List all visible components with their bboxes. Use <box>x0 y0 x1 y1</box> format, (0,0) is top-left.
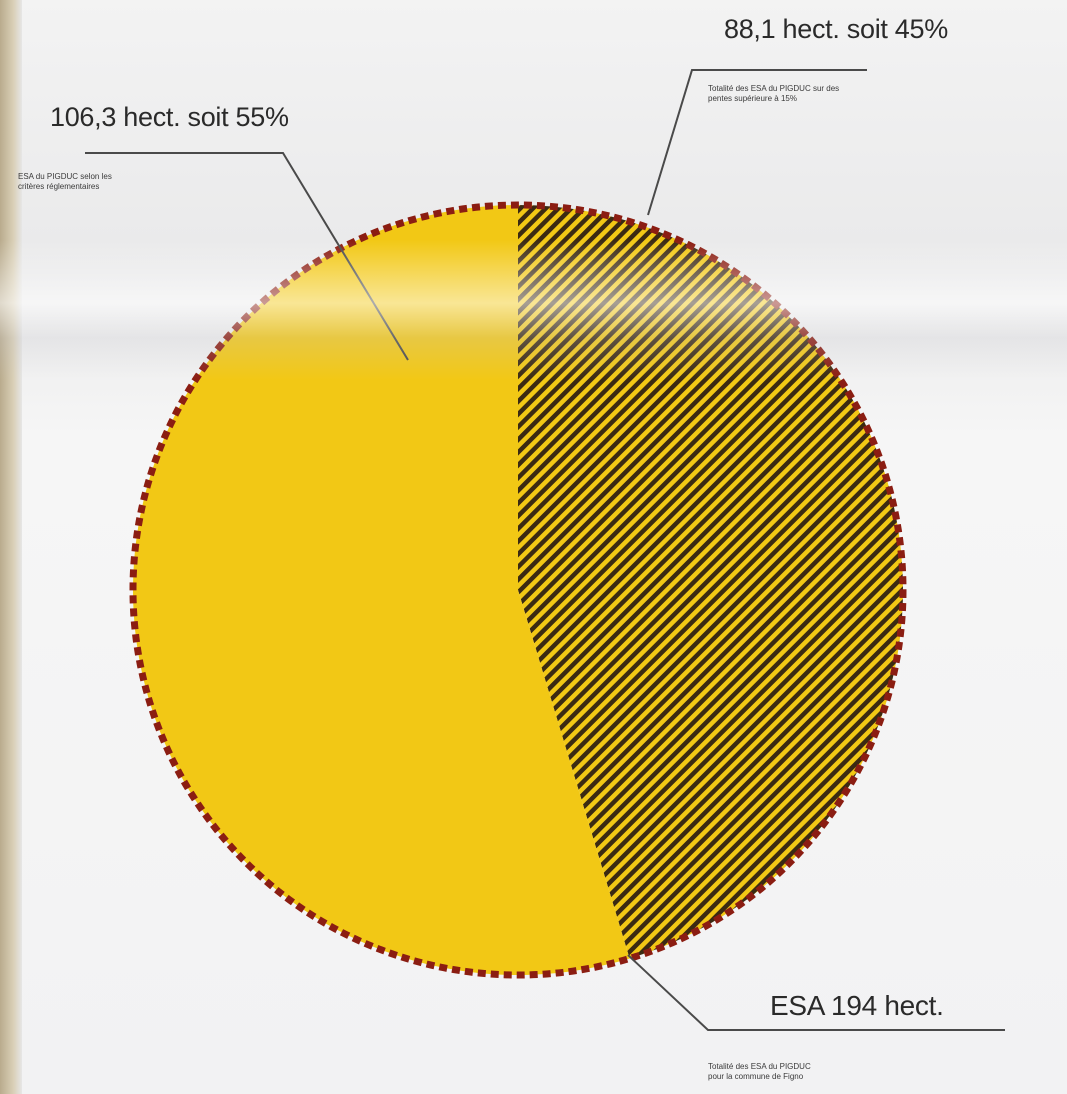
pie-slice-2 <box>518 205 903 959</box>
slice-2-description: Totalité des ESA du PIGDUC sur des pente… <box>708 84 840 103</box>
leader-line-total <box>627 954 1005 1031</box>
total-label: ESA 194 hect. <box>770 990 944 1021</box>
pie-outline <box>129 201 907 979</box>
slice-2-value-label: 88,1 hect. soit 45% <box>724 14 948 44</box>
pie-slice-1 <box>132 205 630 976</box>
slice-1-description: ESA du PIGDUC selon les critères régleme… <box>18 172 112 191</box>
total-description: Totalité des ESA du PIGDUC pour la commu… <box>708 1062 811 1081</box>
slice-1-value-label: 106,3 hect. soit 55% <box>50 102 289 132</box>
leader-line-slice-2 <box>647 69 867 216</box>
